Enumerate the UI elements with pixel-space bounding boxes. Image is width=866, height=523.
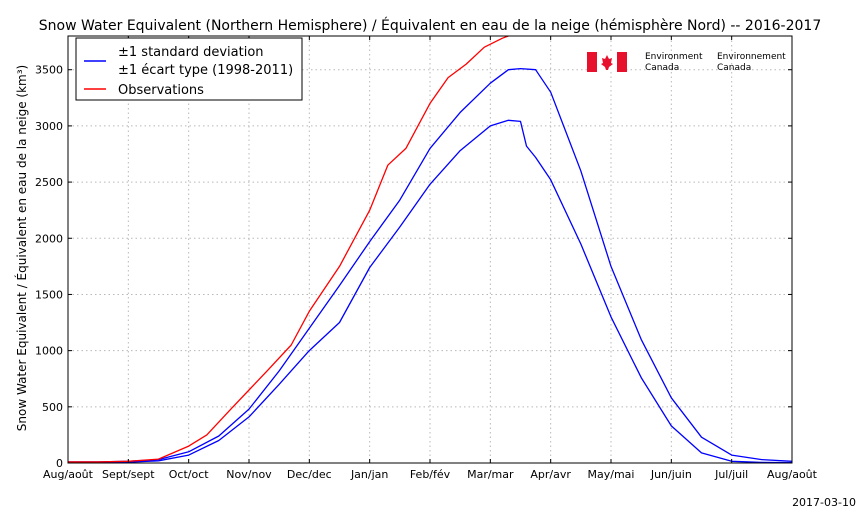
- series-lines: [68, 35, 793, 464]
- x-tick-label: Aug/août: [43, 468, 94, 481]
- flag-bar-left: [587, 52, 597, 72]
- x-tick-label: Nov/nov: [226, 468, 272, 481]
- environment-canada-logo: Environment Canada Environnement Canada: [587, 52, 786, 73]
- x-tick-label: Oct/oct: [169, 468, 210, 481]
- legend-label-std-en: ±1 standard deviation: [118, 45, 264, 60]
- axis-ticks: 0 500 1000 1500 2000 2500 3000 3500 Aug/août Sept…: [35, 36, 818, 481]
- maple-leaf-icon: [601, 55, 613, 70]
- flag-bar-right: [617, 52, 627, 72]
- x-tick-label: Sept/sept: [102, 468, 155, 481]
- x-tick-label: Feb/fév: [410, 468, 451, 481]
- x-tick-label: Dec/dec: [287, 468, 332, 481]
- series-line-0: [68, 67, 793, 463]
- y-tick-label: 2000: [35, 232, 63, 245]
- y-tick-label: 3000: [35, 120, 63, 133]
- y-tick-label: 3500: [35, 64, 63, 77]
- legend-label-obs: Observations: [118, 83, 204, 98]
- chart-title: Snow Water Equivalent (Northern Hemisphe…: [39, 17, 821, 34]
- legend-box: [75, 37, 303, 101]
- x-tick-label: Jun/juin: [650, 468, 692, 481]
- series-line-2: [68, 35, 509, 463]
- grid: [68, 36, 792, 463]
- logo-org-fr-1: Environnement: [717, 52, 786, 62]
- series-line-1: [68, 119, 793, 464]
- x-tick-label: May/mai: [588, 468, 635, 481]
- footer-date: 2017-03-10: [792, 496, 856, 509]
- logo-org-en-2: Canada: [645, 63, 679, 73]
- x-tick-label: Aug/août: [767, 468, 818, 481]
- legend-label-std-fr: ±1 écart type (1998-2011): [118, 63, 293, 78]
- y-tick-label: 1500: [35, 288, 63, 301]
- x-tick-label: Mar/mar: [467, 468, 514, 481]
- x-tick-label: Jan/jan: [350, 468, 388, 481]
- x-tick-label: Apr/avr: [530, 468, 571, 481]
- y-tick-label: 2500: [35, 176, 63, 189]
- y-tick-label: 1000: [35, 345, 63, 358]
- y-tick-label: 500: [42, 401, 63, 414]
- y-axis-label: Snow Water Equivalent / Équivalent en ea…: [14, 65, 29, 431]
- logo-org-en-1: Environment: [645, 52, 703, 62]
- legend: ±1 standard deviation ±1 écart type (199…: [75, 37, 303, 101]
- logo-org-fr-2: Canada: [717, 63, 751, 73]
- x-tick-label: Jul/juil: [714, 468, 748, 481]
- y-tick-label: 0: [56, 457, 63, 470]
